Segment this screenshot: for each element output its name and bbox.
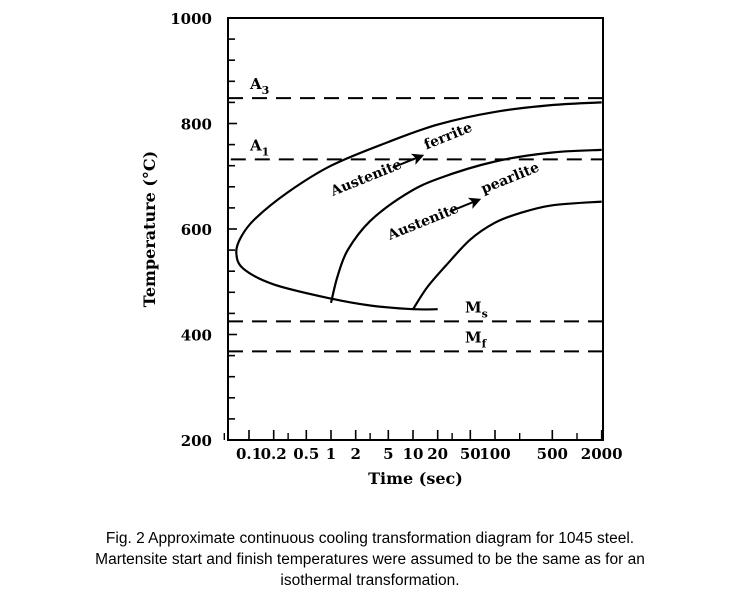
annotation-from-label: Austenite — [328, 157, 405, 200]
x-tick-label: 10 — [403, 445, 424, 463]
x-axis-label: Time (sec) — [368, 469, 463, 488]
ref-label-A3: A3 — [249, 75, 269, 97]
y-axis-label: Temperature (°C) — [140, 151, 159, 307]
y-tick-label: 800 — [181, 116, 212, 134]
annotation-from-label: Austenite — [385, 201, 462, 244]
x-tick-label: 0.2 — [261, 445, 287, 463]
annotation-to-label: ferrite — [422, 120, 475, 154]
x-tick-label: 500 — [537, 445, 568, 463]
x-tick-label: 2 — [350, 445, 360, 463]
x-tick-label: 0.1 — [236, 445, 262, 463]
caption-line-3: isothermal transformation. — [280, 572, 460, 589]
caption-line-2: Martensite start and finish temperatures… — [95, 551, 645, 568]
transformation-curve-3 — [412, 200, 602, 310]
x-tick-label: 50 — [460, 445, 481, 463]
ref-label-Ms: Ms — [465, 298, 488, 320]
y-tick-label: 400 — [181, 327, 212, 345]
transformation-curve-1 — [235, 101, 602, 311]
y-tick-label: 600 — [181, 221, 212, 239]
ref-label-A1: A1 — [249, 136, 269, 158]
cct-chart: 200 400 600 800 1000 Temperature (°C) 0.10.2 0.… — [140, 10, 623, 488]
figure-caption: Fig. 2 Approximate continuous cooling tr… — [20, 528, 720, 591]
y-tick-label: 1000 — [170, 10, 212, 28]
ref-label-Mf: Mf — [465, 328, 488, 350]
x-tick-label: 2000 — [581, 445, 623, 463]
arrow-icon — [410, 153, 425, 165]
annotation-to-label: pearlite — [479, 160, 542, 198]
x-tick-label: 20 — [427, 445, 448, 463]
arrow-icon — [467, 197, 482, 209]
annotation-austenite-pearlite: Austenite pearlite — [385, 160, 542, 245]
y-tick-label: 200 — [181, 432, 212, 450]
x-tick-label: 1 — [326, 445, 336, 463]
x-tick-label: 5 — [383, 445, 393, 463]
x-tick-label: 100 — [479, 445, 510, 463]
x-tick-label: 0.5 — [293, 445, 319, 463]
transformation-curve-2 — [329, 148, 602, 304]
caption-line-1: Fig. 2 Approximate continuous cooling tr… — [105, 530, 635, 547]
